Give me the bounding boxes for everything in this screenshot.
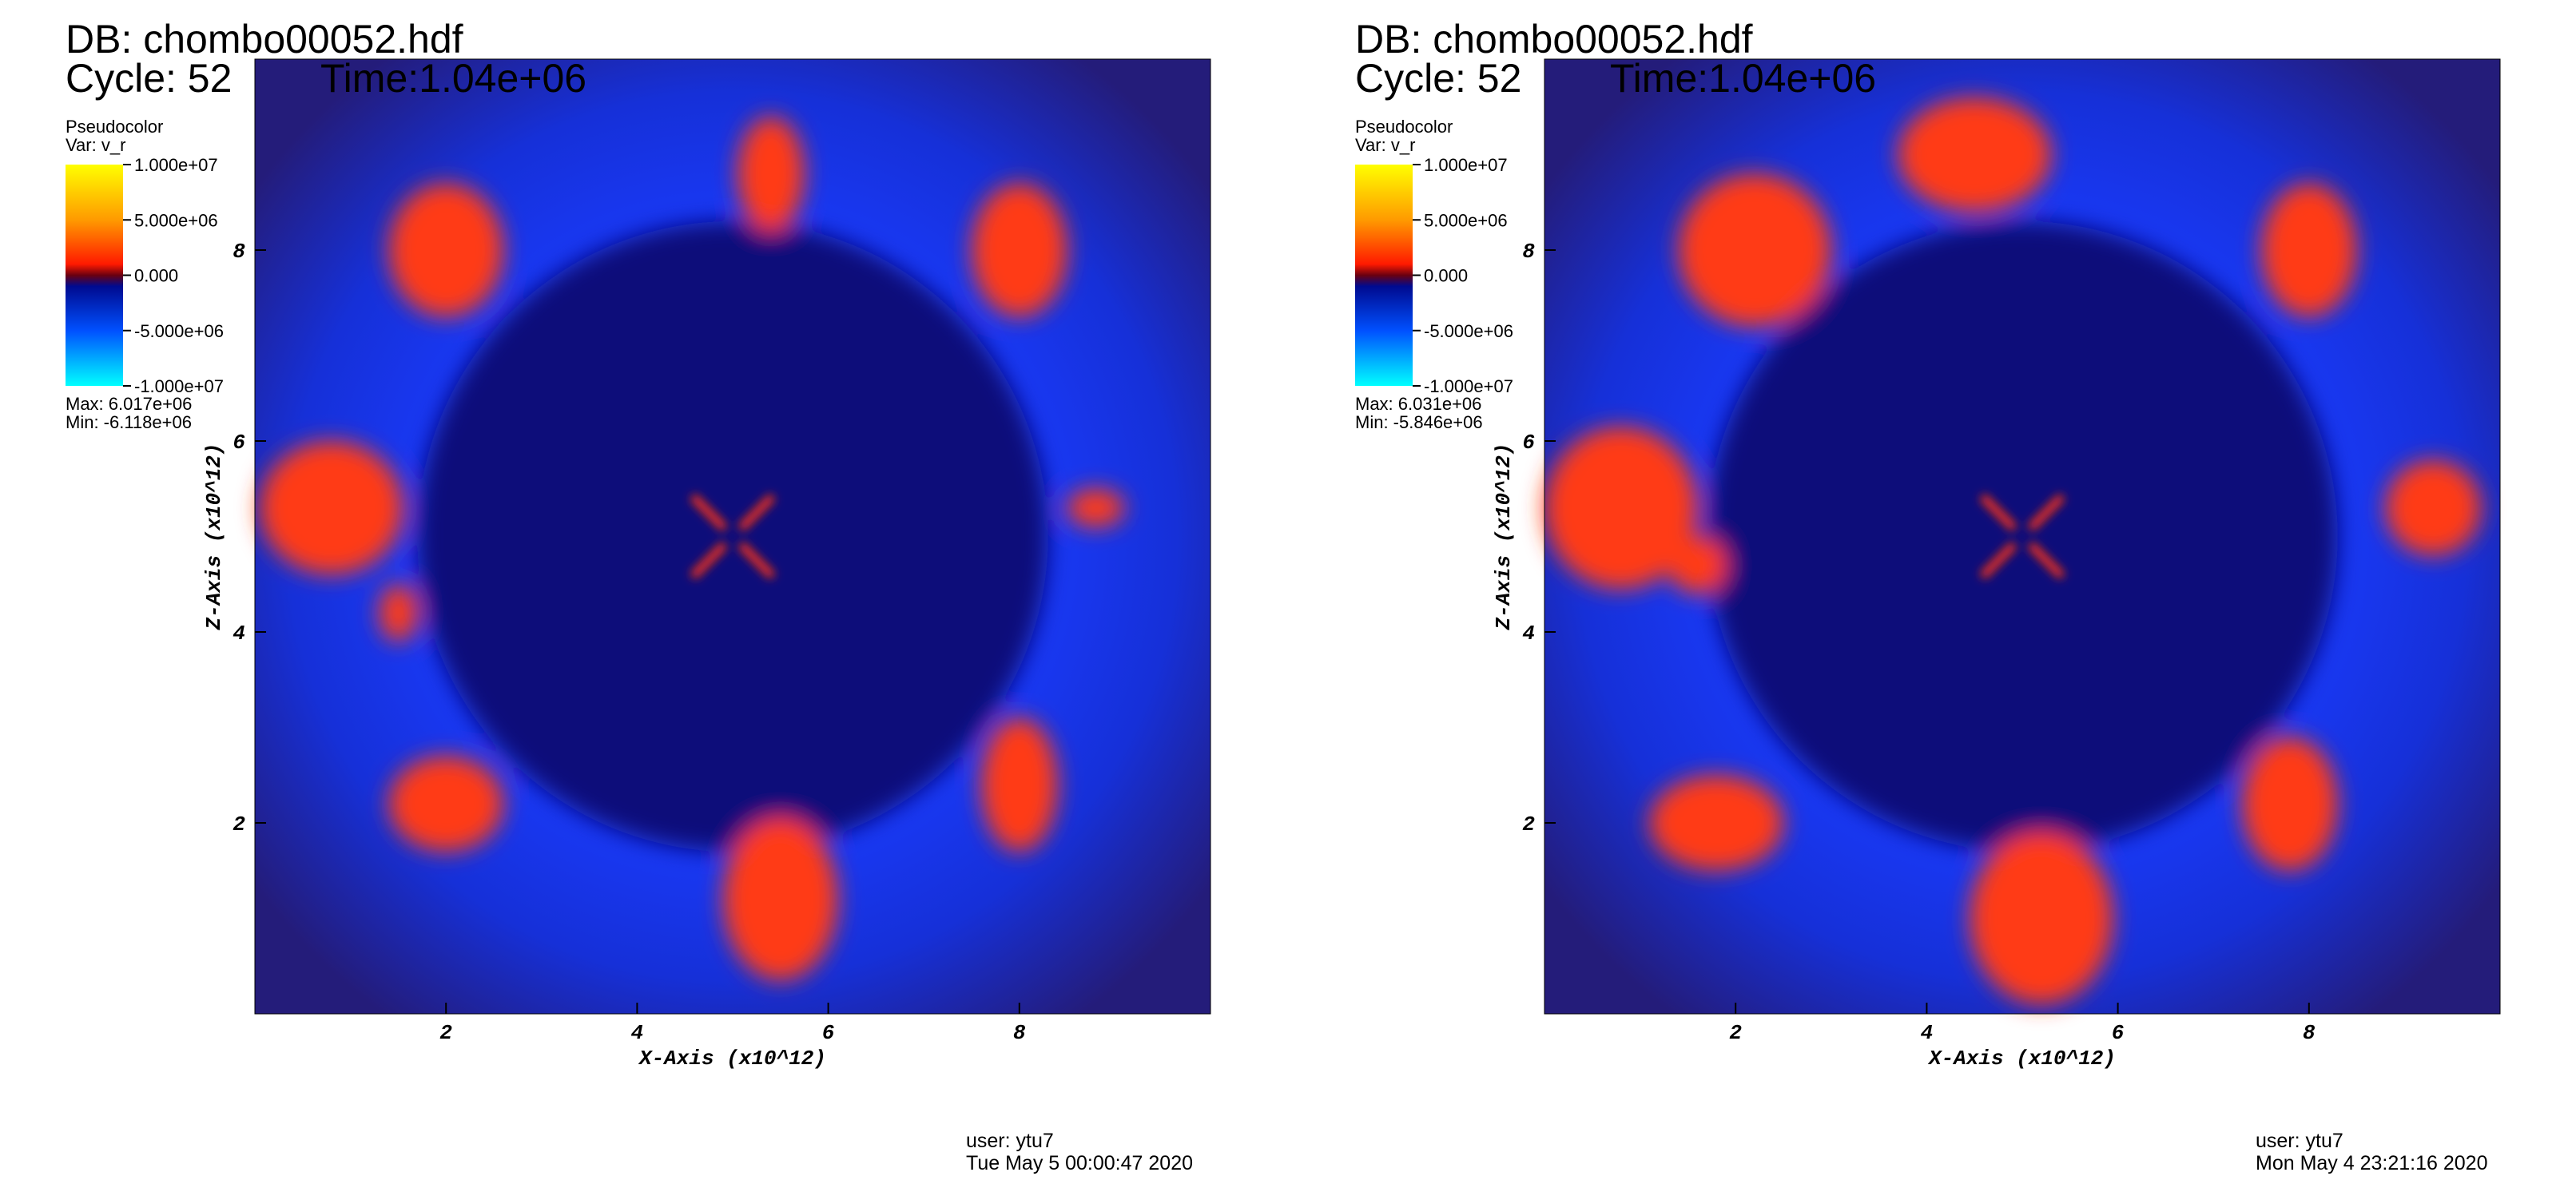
colorbar-tick-label: -5.000e+06 [1424,321,1513,341]
x-axis-label: X-Axis (x10^12) [1927,1047,2116,1071]
core [417,221,1048,852]
hot-region [2261,183,2357,317]
center-jets [690,493,776,580]
jet [690,493,728,532]
colorbar-tick-label: 0.000 [134,266,178,286]
x-tick-label: 4 [631,1021,644,1045]
jet [2027,541,2065,580]
plot-frame [1544,58,2501,1015]
x-axis-label: X-Axis (x10^12) [638,1047,826,1071]
jet [1979,541,2017,580]
y-tick-label: 8 [233,240,245,264]
x-tick-label: 8 [2303,1021,2316,1045]
cycle: Cycle: 52 [1355,56,1521,101]
jet [737,541,776,580]
colorbar-tick-label: 0.000 [1424,266,1468,286]
legend-title: Pseudocolor [66,117,163,137]
y-tick-label: 2 [233,813,245,836]
x-tick-label: 4 [1921,1021,1934,1045]
colorbar [1355,165,1413,386]
legend-title: Pseudocolor [1355,117,1453,137]
jet [1979,493,2017,532]
field-features [259,116,1125,981]
hot-region [737,116,805,232]
colorbar-tick-label: -5.000e+06 [134,321,224,341]
date: Tue May 5 00:00:47 2020 [966,1152,1193,1174]
y-tick-label: 4 [233,622,245,646]
hot-region [1678,173,1831,327]
hot-region [1668,536,1727,594]
x-tick-label: 2 [439,1021,452,1045]
colorbar-tick-label: 1.000e+07 [1424,155,1508,175]
jet [2027,493,2065,532]
hot-region [1970,832,2113,1005]
max-value: Max: 6.017e+06 [66,394,192,414]
y-tick-label: 6 [233,431,245,455]
center-jets [1979,493,2065,580]
field-features [1544,97,2482,1005]
pseudocolor-field [1544,59,2500,1014]
hot-region [388,183,503,317]
colorbar-tick-label: -1.000e+07 [1424,376,1513,396]
cycle: Cycle: 52 [66,56,232,101]
colorbar-tick-label: 1.000e+07 [134,155,218,175]
hot-region [388,756,503,852]
hot-region [1544,427,1698,590]
hot-region [723,818,838,981]
x-tick-label: 6 [822,1021,835,1045]
x-tick-label: 8 [1013,1021,1026,1045]
user: user: ytu7 [966,1130,1054,1152]
plot-frame [254,58,1211,1015]
hot-region [1067,488,1125,527]
core [1707,221,2338,852]
y-tick-label: 6 [1522,431,1535,455]
hot-region [2385,459,2482,556]
y-axis-label: Z-Axis (x10^12) [1492,443,1516,630]
user: user: ytu7 [2256,1130,2343,1152]
hot-region [259,441,403,575]
min-value: Min: -6.118e+06 [66,412,192,432]
colorbar-tick-label: 5.000e+06 [134,210,218,230]
colorbar [66,165,123,386]
min-value: Min: -5.846e+06 [1355,412,1483,432]
hot-region [379,584,418,642]
legend-var: Var: v_r [1355,135,1415,155]
jet [690,541,728,580]
time: Time:1.04e+06 [1610,56,1876,101]
db-name: DB: chombo00052.hdf [1355,17,1753,62]
y-tick-label: 2 [1522,813,1535,836]
x-tick-label: 2 [1729,1021,1742,1045]
db-name: DB: chombo00052.hdf [66,17,463,62]
hot-region [972,183,1067,317]
hot-region [1649,775,1783,871]
colorbar-tick-label: 5.000e+06 [1424,210,1508,230]
colorbar-tick-label: -1.000e+07 [134,376,224,396]
max-value: Max: 6.031e+06 [1355,394,1481,414]
x-tick-label: 6 [2112,1021,2125,1045]
hot-region [980,717,1058,852]
legend-var: Var: v_r [66,135,125,155]
pseudocolor-field [255,59,1210,1014]
date: Mon May 4 23:21:16 2020 [2256,1152,2487,1174]
y-tick-label: 8 [1522,240,1535,264]
time: Time:1.04e+06 [320,56,586,101]
y-axis-label: Z-Axis (x10^12) [202,443,226,630]
hot-region [1898,97,2051,213]
jet [737,493,776,532]
hot-region [2242,737,2338,871]
y-tick-label: 4 [1522,622,1535,646]
